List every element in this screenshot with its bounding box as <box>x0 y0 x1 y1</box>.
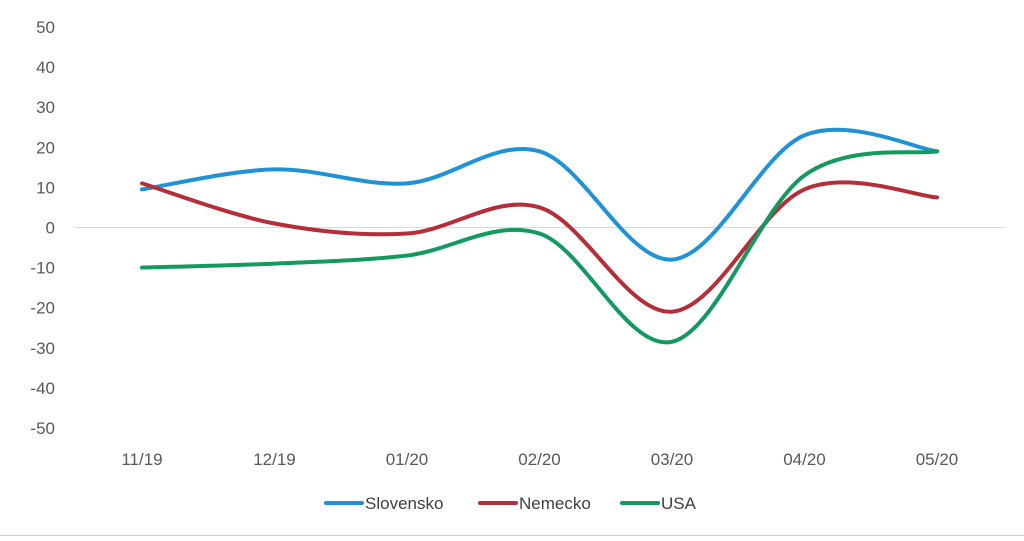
x-tick-label: 03/20 <box>651 450 694 469</box>
y-tick-label: 40 <box>36 58 55 77</box>
x-tick-label: 11/19 <box>121 450 162 469</box>
legend: Slovensko Nemecko USA <box>324 494 697 513</box>
y-tick-label: -50 <box>30 419 55 438</box>
legend-item-slovensko: Slovensko <box>324 494 443 513</box>
legend-label: USA <box>661 494 697 513</box>
x-tick-label: 05/20 <box>916 450 959 469</box>
y-tick-label: 0 <box>46 219 55 238</box>
y-tick-label: -40 <box>30 379 55 398</box>
series-lines <box>140 127 939 345</box>
y-axis-tick-labels: 50 40 30 20 10 0 -10 -20 -30 -40 -50 <box>30 18 55 438</box>
y-tick-label: 50 <box>36 18 55 37</box>
x-tick-label: 02/20 <box>518 450 561 469</box>
x-tick-label: 01/20 <box>386 450 429 469</box>
y-tick-label: -30 <box>30 339 55 358</box>
legend-item-nemecko: Nemecko <box>478 494 591 513</box>
legend-label: Nemecko <box>519 494 591 513</box>
series-line-nemecko <box>140 180 939 314</box>
y-tick-label: -10 <box>30 259 55 278</box>
x-tick-label: 12/19 <box>253 450 296 469</box>
series-line-slovensko <box>140 127 939 262</box>
y-tick-label: 30 <box>36 98 55 117</box>
y-tick-label: 10 <box>36 178 55 197</box>
x-axis-tick-labels: 11/19 12/19 01/20 02/20 03/20 04/20 05/20 <box>121 450 958 469</box>
legend-label: Slovensko <box>365 494 443 513</box>
y-tick-label: -20 <box>30 299 55 318</box>
y-tick-label: 20 <box>36 138 55 157</box>
x-tick-label: 04/20 <box>783 450 826 469</box>
series-line-usa <box>140 149 939 345</box>
legend-item-usa: USA <box>620 494 697 513</box>
